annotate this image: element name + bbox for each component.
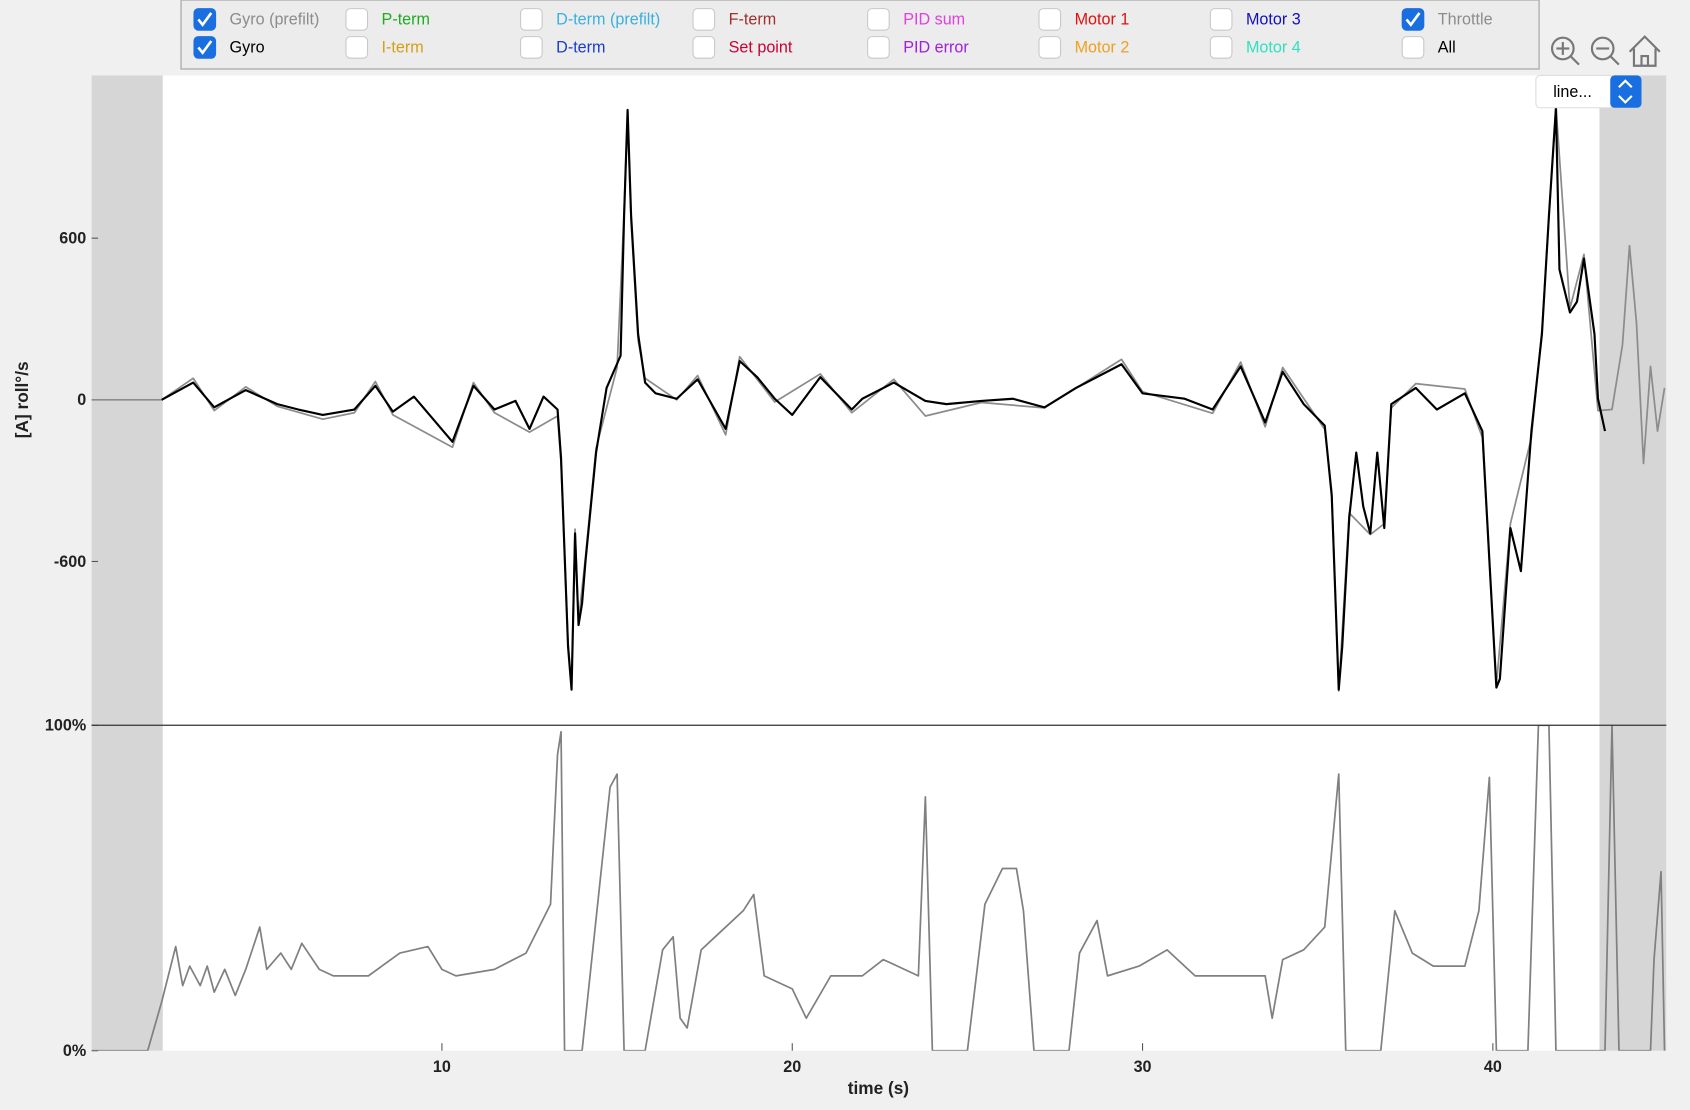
checkbox-label[interactable]: Set point (729, 39, 793, 57)
x-tick-label: 40 (1484, 1058, 1502, 1076)
y-tick-label: -600 (54, 553, 86, 571)
checkbox[interactable]: Motor 2 (1038, 36, 1130, 59)
checkbox-box[interactable] (520, 8, 543, 31)
checkbox-box[interactable] (1209, 36, 1233, 59)
checkbox[interactable]: Motor 4 (1209, 36, 1301, 59)
y-tick-label: 600 (59, 230, 86, 248)
series-line (161, 106, 1607, 691)
checkbox[interactable]: P-term (345, 8, 430, 31)
checkbox[interactable]: Gyro (prefilt) (193, 8, 320, 31)
checkbox-label[interactable]: D-term (556, 39, 605, 57)
checkbox-label[interactable]: PID error (903, 39, 969, 57)
checkbox-label[interactable]: Throttle (1438, 11, 1493, 29)
series-panel (180, 0, 1540, 70)
checkbox-label[interactable]: P-term (382, 11, 430, 29)
plot-area (91, 75, 1667, 1051)
checkmark[interactable] (1405, 12, 1421, 27)
x-tick-label: 10 (433, 1058, 451, 1076)
checkbox-box[interactable] (867, 8, 890, 31)
checkbox-box[interactable] (193, 8, 217, 31)
y-axis-label: [A] roll°/s (12, 361, 32, 438)
checkbox[interactable]: D-term (prefilt) (520, 8, 661, 31)
line-style-dropdown[interactable]: line... (1535, 74, 1642, 109)
checkbox[interactable]: Motor 1 (1038, 8, 1130, 31)
checkbox-box[interactable] (345, 8, 369, 31)
zoom-in-button[interactable] (1550, 36, 1580, 66)
checkmark[interactable] (197, 12, 213, 27)
checkbox-label[interactable]: F-term (729, 11, 777, 29)
checkbox-label[interactable]: Motor 1 (1075, 11, 1130, 29)
checkbox-box[interactable] (692, 36, 716, 59)
home-button[interactable] (1628, 35, 1661, 67)
checkbox-label[interactable]: Motor 3 (1246, 11, 1301, 29)
checkbox-label[interactable]: D-term (prefilt) (556, 11, 660, 29)
checkbox[interactable]: Gyro (193, 36, 265, 59)
checkbox-label[interactable]: I-term (382, 39, 424, 57)
series-group (91, 725, 1666, 1051)
checkbox-box[interactable] (1038, 8, 1062, 31)
checkbox-group: Gyro (prefilt) Gyro P-term I-term D-term (pr… (193, 8, 1493, 59)
series-group (91, 105, 1666, 692)
checkbox[interactable]: Set point (692, 36, 793, 59)
out-of-range-right (1599, 75, 1667, 1051)
checkbox[interactable]: Motor 3 (1209, 8, 1301, 31)
checkbox-box[interactable] (867, 36, 890, 59)
checkbox-label[interactable]: PID sum (903, 11, 965, 29)
checkbox-box[interactable] (692, 8, 716, 31)
dropdown-text[interactable]: line... (1553, 83, 1592, 101)
checkmark[interactable] (197, 40, 213, 55)
y-tick-label: 0% (63, 1042, 86, 1060)
y-tick-label: 100% (45, 717, 86, 735)
checkbox-label[interactable]: Motor 4 (1246, 39, 1301, 57)
plots: -600 0 600 0% 100% 10 20 30 40 (45, 105, 1666, 1076)
x-tick-label: 30 (1134, 1058, 1152, 1076)
series-line (91, 725, 1666, 1051)
checkbox-box[interactable] (193, 36, 217, 59)
checkbox[interactable]: PID sum (867, 8, 966, 31)
checkbox-label[interactable]: Gyro (230, 39, 265, 57)
x-tick-label: 20 (783, 1058, 801, 1076)
checkbox-box[interactable] (1038, 36, 1062, 59)
checkbox-label[interactable]: Gyro (prefilt) (230, 11, 320, 29)
x-axis-label: time (s) (848, 1078, 909, 1098)
checkbox-box[interactable] (1209, 8, 1233, 31)
out-of-range-left (91, 75, 163, 1051)
checkbox-label[interactable]: Motor 2 (1075, 39, 1130, 57)
checkbox[interactable]: Throttle (1401, 8, 1493, 31)
checkbox[interactable]: All (1401, 36, 1456, 59)
checkbox[interactable]: PID error (867, 36, 970, 59)
checkbox[interactable]: I-term (345, 36, 424, 59)
checkbox-box[interactable] (345, 36, 369, 59)
checkbox-box[interactable] (1401, 8, 1425, 31)
y-tick-label: 0 (77, 391, 86, 409)
zoom-out-button[interactable] (1590, 36, 1620, 66)
checkbox[interactable]: F-term (692, 8, 777, 31)
checkbox[interactable]: D-term (520, 36, 606, 59)
checkbox-label[interactable]: All (1438, 39, 1456, 57)
checkbox-box[interactable] (520, 36, 543, 59)
checkbox-box[interactable] (1401, 36, 1425, 59)
